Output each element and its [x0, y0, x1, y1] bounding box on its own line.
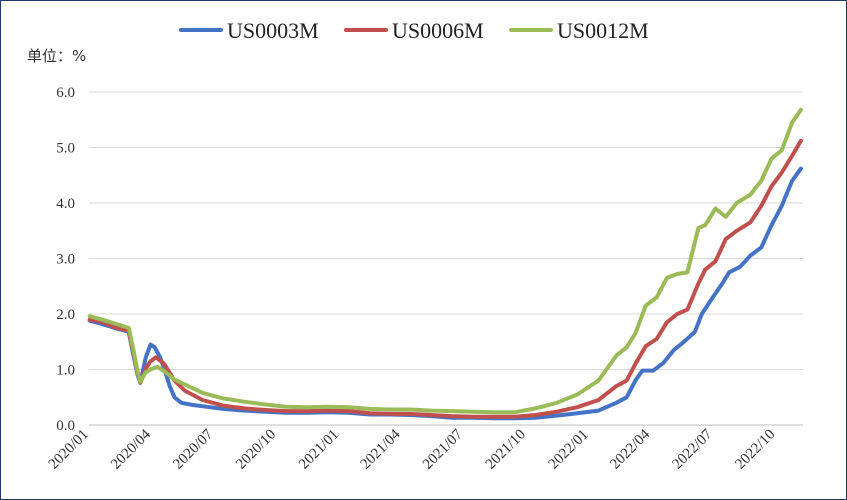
x-tick-label: 2022/10 — [732, 427, 778, 473]
x-axis-ticks: 2020/01 2020/04 2020/07 2020/10 2021/01 2021/… — [46, 426, 779, 472]
legend-item: US0012M — [509, 18, 649, 43]
series-lines — [87, 107, 803, 421]
x-tick-label: 2022/01 — [546, 427, 592, 473]
x-tick-label: 2020/04 — [108, 426, 154, 472]
legend-label: US0012M — [557, 18, 649, 43]
legend-item: US0003M — [179, 18, 319, 43]
y-tick-label: 2.0 — [56, 307, 75, 323]
y-tick-label: 1.0 — [56, 363, 75, 379]
y-tick-label: 4.0 — [56, 196, 75, 212]
legend-item: US0006M — [344, 18, 484, 43]
x-tick-label: 2021/01 — [296, 427, 342, 473]
gridlines — [89, 91, 803, 370]
x-tick-label: 2021/10 — [483, 427, 529, 473]
y-tick-label: 3.0 — [56, 252, 75, 268]
x-tick-label: 2022/04 — [607, 426, 653, 472]
legend: US0003M US0006M US0012M — [179, 18, 649, 43]
unit-label: 单位：% — [27, 47, 86, 65]
x-tick-label: 2022/07 — [669, 426, 715, 472]
x-tick-label: 2020/07 — [170, 426, 216, 472]
x-tick-label: 2020/10 — [233, 427, 279, 473]
legend-label: US0006M — [392, 18, 484, 43]
series-line-us0012m — [87, 107, 803, 415]
y-tick-label: 0.0 — [56, 418, 75, 434]
y-tick-label: 5.0 — [56, 141, 75, 157]
x-tick-label: 2021/07 — [420, 426, 466, 472]
y-tick-label: 6.0 — [56, 85, 75, 101]
series-line-us0006m — [87, 138, 803, 419]
x-tick-label: 2021/04 — [358, 426, 404, 472]
y-axis-ticks: 0.0 1.0 2.0 3.0 4.0 5.0 6.0 — [56, 85, 75, 434]
legend-label: US0003M — [227, 18, 319, 43]
